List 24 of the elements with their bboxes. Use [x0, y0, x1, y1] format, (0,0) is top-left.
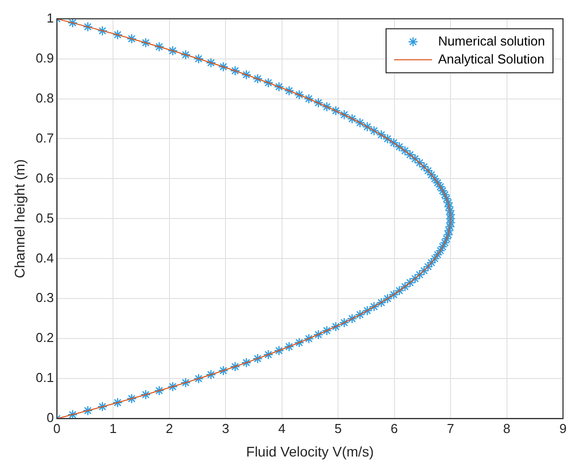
y-tick-label: 0.8	[36, 90, 54, 106]
x-tick-label: 3	[222, 420, 230, 436]
x-tick-label: 8	[503, 420, 510, 436]
y-tick-label: 1	[46, 10, 54, 26]
x-tick-label: 6	[390, 420, 398, 436]
y-tick-label: 0.3	[36, 290, 54, 306]
x-tick-label: 4	[278, 420, 286, 436]
x-tick-label: 2	[166, 420, 173, 436]
y-tick-label: 0.4	[36, 250, 54, 266]
x-axis-title: Fluid Velocity V(m/s)	[246, 443, 374, 460]
x-tick-label: 1	[109, 420, 117, 436]
x-tick-label: 9	[559, 420, 567, 436]
x-tick-label: 7	[446, 420, 454, 436]
y-tick-label: 0.9	[36, 50, 54, 66]
x-tick-label: 5	[334, 420, 342, 436]
legend-label: Analytical Solution	[438, 51, 544, 66]
y-tick-label: 0.5	[36, 210, 54, 226]
y-tick-label: 0.7	[36, 130, 54, 146]
y-tick-label: 0.1	[36, 370, 54, 386]
y-tick-label: 0.6	[36, 170, 54, 186]
y-tick-label: 0.2	[36, 330, 54, 346]
y-tick-label: 0	[46, 410, 54, 426]
legend-label: Numerical solution	[438, 33, 546, 48]
y-axis-title: Channel height (m)	[11, 159, 28, 278]
